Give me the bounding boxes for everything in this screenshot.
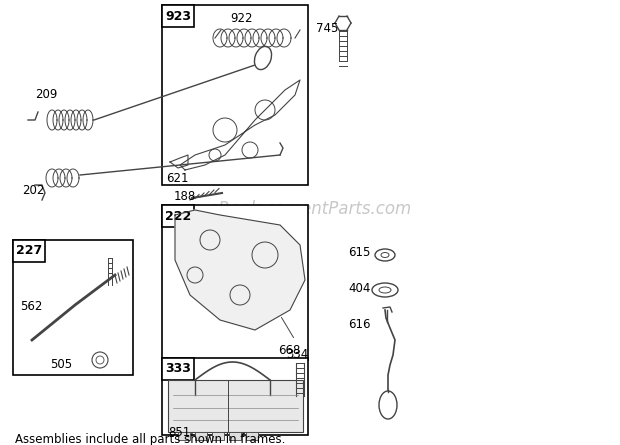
Bar: [162, 358, 194, 380]
Text: 333: 333: [165, 363, 191, 376]
Bar: [162, 358, 308, 435]
Bar: [178, 432, 190, 440]
Bar: [13, 240, 45, 262]
Ellipse shape: [379, 391, 397, 419]
Polygon shape: [175, 210, 305, 330]
Text: 562: 562: [20, 300, 42, 313]
Text: 188: 188: [174, 190, 197, 203]
Bar: [168, 380, 303, 432]
Text: 668: 668: [278, 344, 300, 356]
Text: 404: 404: [348, 282, 370, 295]
Text: 227: 227: [16, 244, 42, 258]
Text: 209: 209: [35, 89, 58, 101]
Bar: [13, 240, 133, 375]
Text: 922: 922: [230, 12, 252, 24]
Text: eReplacementParts.com: eReplacementParts.com: [208, 200, 412, 218]
Bar: [212, 432, 224, 440]
Text: 923: 923: [165, 9, 191, 23]
Bar: [162, 205, 308, 360]
Bar: [195, 432, 207, 440]
Text: 615: 615: [348, 246, 370, 259]
Text: 222: 222: [165, 210, 191, 222]
Bar: [229, 432, 241, 440]
Ellipse shape: [254, 46, 272, 69]
Bar: [246, 432, 258, 440]
Text: 745: 745: [316, 21, 339, 35]
Text: 616: 616: [348, 319, 371, 332]
Bar: [162, 5, 308, 185]
Text: 202: 202: [22, 183, 45, 197]
Text: 334: 334: [286, 348, 308, 361]
Text: 505: 505: [50, 359, 72, 372]
Text: 621: 621: [166, 171, 188, 185]
Bar: [162, 205, 194, 227]
Text: 851: 851: [168, 425, 190, 438]
Bar: [162, 5, 194, 27]
Text: Assemblies include all parts shown in frames.: Assemblies include all parts shown in fr…: [15, 433, 285, 445]
